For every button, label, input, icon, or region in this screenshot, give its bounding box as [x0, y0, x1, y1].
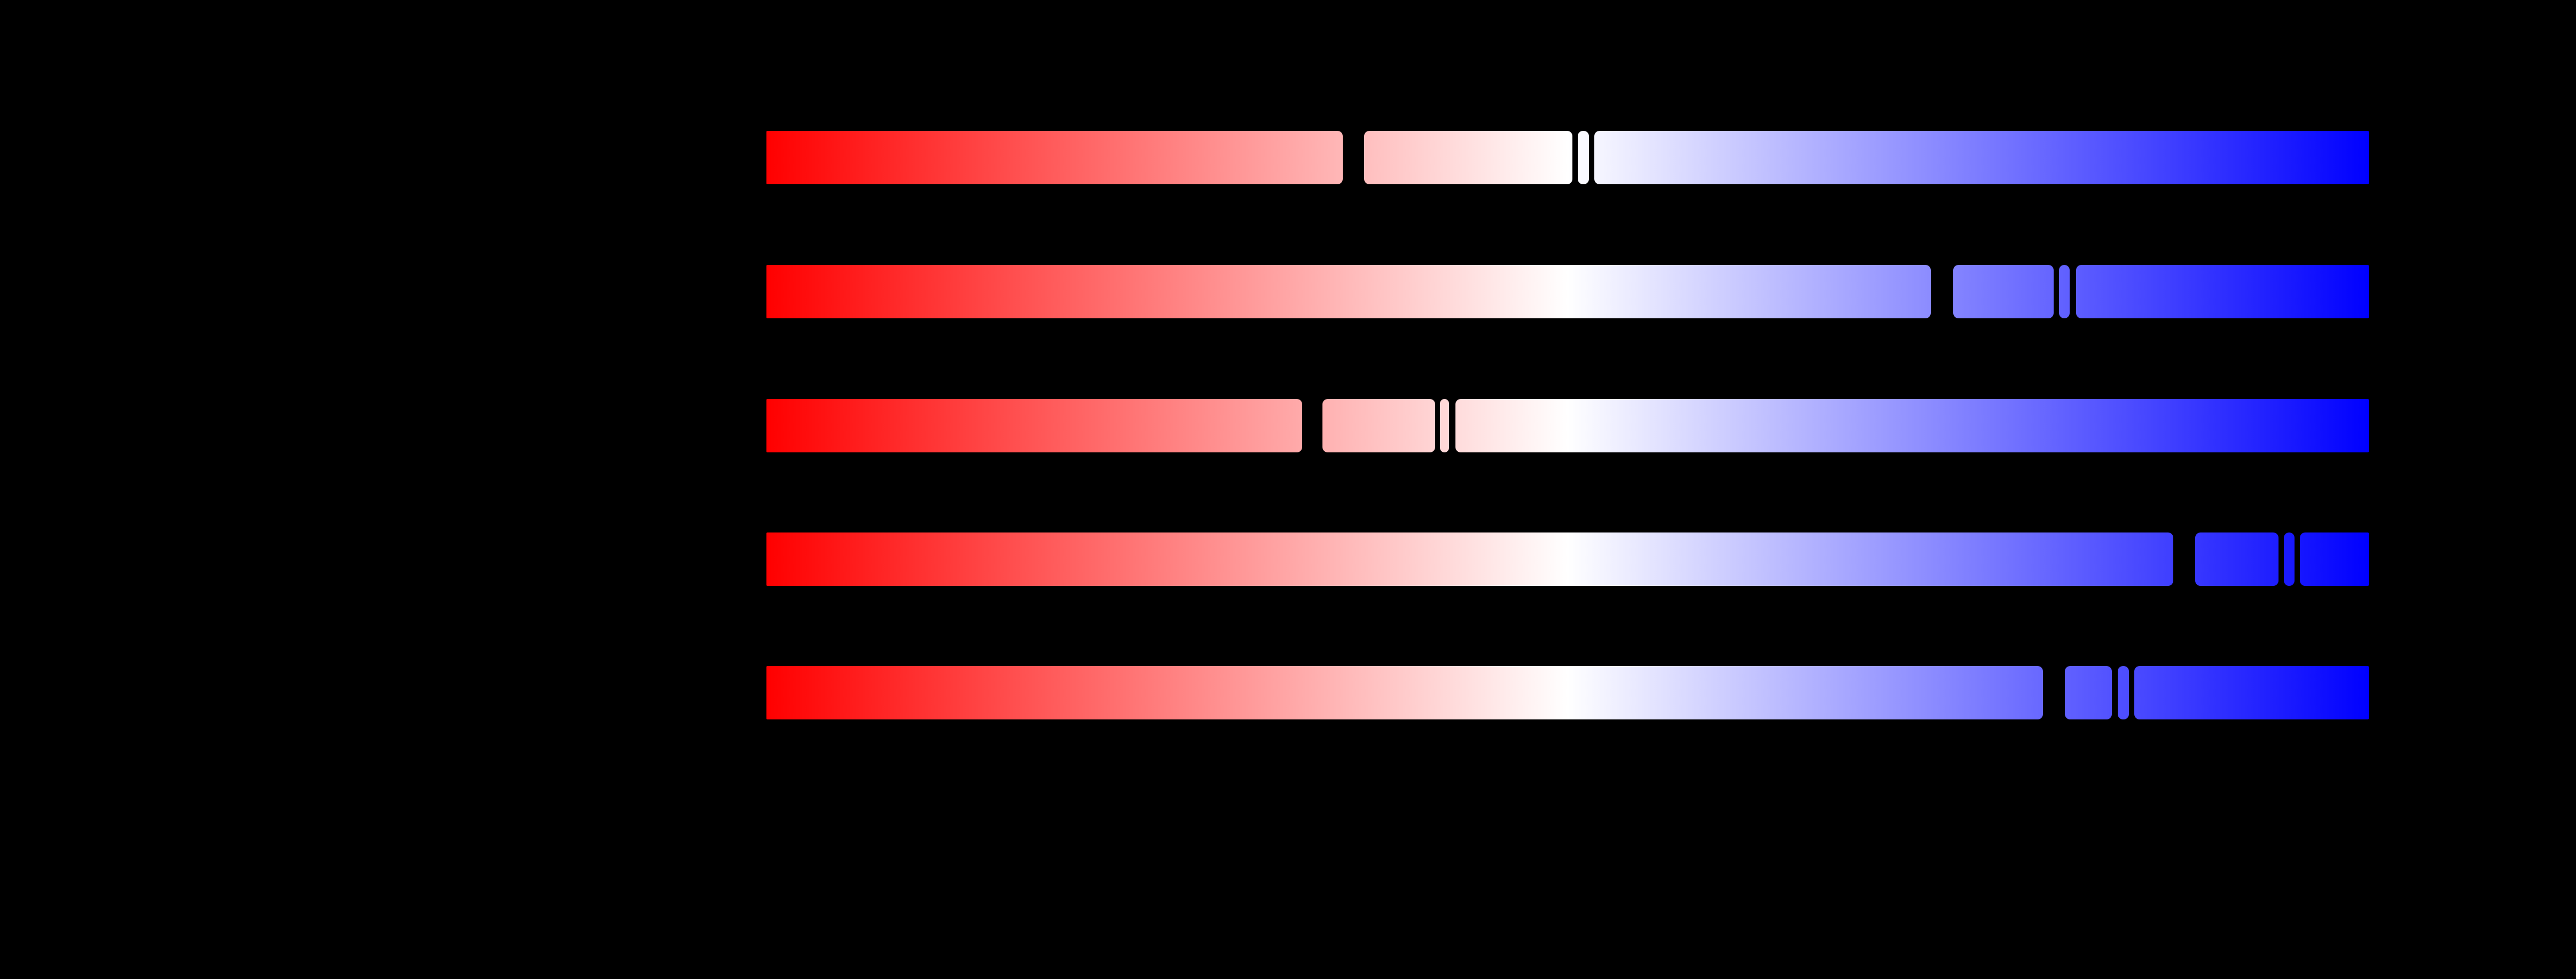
- bar-segment: [2284, 532, 2295, 586]
- bar-segment: [766, 666, 2043, 719]
- bar-segment: [1594, 131, 2369, 184]
- bar-segment: [766, 131, 1343, 184]
- bar-segment: [2195, 532, 2279, 586]
- bar-segment: [2059, 265, 2070, 318]
- bar-segment: [766, 532, 2173, 586]
- bar-segment: [1364, 131, 1572, 184]
- bar-segment: [1578, 131, 1589, 184]
- bar-segment: [2076, 265, 2369, 318]
- bar-segment: [766, 399, 1302, 452]
- bar-segment: [2300, 532, 2369, 586]
- bar-segment: [1322, 399, 1435, 452]
- bar-segment: [766, 265, 1931, 318]
- bar-segment: [2134, 666, 2369, 719]
- gradient-bar: [766, 666, 2369, 719]
- gradient-bar: [766, 399, 2369, 452]
- bar-segment: [1440, 399, 1449, 452]
- bar-segment: [1455, 399, 2369, 452]
- bar-segment: [2118, 666, 2129, 719]
- gradient-bar: [766, 265, 2369, 318]
- bar-segment: [1953, 265, 2054, 318]
- gradient-bar: [766, 532, 2369, 586]
- gradient-bar: [766, 131, 2369, 184]
- bar-segment: [2065, 666, 2112, 719]
